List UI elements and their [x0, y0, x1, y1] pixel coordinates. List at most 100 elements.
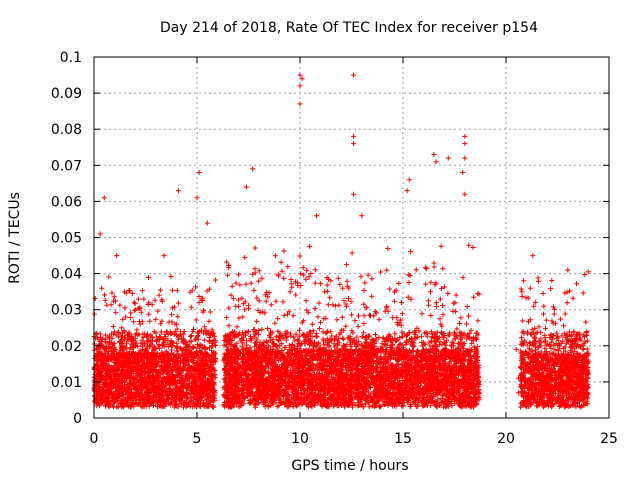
data-point: [426, 302, 432, 308]
data-point: [106, 340, 112, 346]
data-point: [119, 325, 125, 331]
data-point: [113, 310, 119, 316]
data-point: [110, 324, 116, 329]
data-point: [373, 332, 378, 337]
data-point: [191, 326, 196, 332]
data-point: [425, 298, 431, 304]
data-point: [122, 305, 128, 311]
data-point: [263, 338, 269, 344]
data-point: [148, 332, 154, 338]
data-point: [196, 329, 202, 334]
data-point: [174, 348, 180, 354]
data-point: [193, 284, 198, 290]
data-point: [175, 336, 181, 342]
data-point: [196, 299, 202, 305]
data-point: [120, 316, 126, 322]
data-point: [139, 288, 145, 294]
data-point: [132, 301, 138, 307]
data-point: [236, 272, 242, 278]
data-point: [307, 243, 313, 249]
data-points: [91, 72, 591, 410]
data-point: [146, 300, 152, 306]
data-point: [209, 327, 215, 333]
data-point: [242, 255, 248, 261]
data-point: [428, 313, 434, 318]
data-point: [457, 321, 463, 326]
data-point: [466, 242, 472, 248]
data-point: [438, 243, 444, 249]
data-point: [201, 337, 207, 343]
data-point: [369, 293, 375, 299]
data-point: [413, 267, 419, 273]
data-point: [471, 294, 477, 300]
data-point: [207, 309, 213, 315]
data-point: [188, 334, 193, 340]
data-point: [226, 323, 232, 329]
data-point: [349, 312, 355, 318]
data-point: [111, 294, 117, 300]
data-point: [356, 313, 362, 319]
data-point: [363, 304, 369, 310]
data-point: [224, 315, 230, 321]
data-point: [316, 300, 322, 306]
data-point: [140, 334, 146, 340]
chart-title: Day 214 of 2018, Rate Of TEC Index for r…: [160, 20, 538, 36]
data-point: [385, 246, 391, 251]
data-point: [206, 318, 212, 324]
data-point: [387, 286, 393, 292]
data-point: [437, 316, 443, 322]
data-point: [139, 337, 145, 343]
data-point: [169, 319, 175, 325]
data-point: [131, 299, 137, 305]
data-point: [322, 289, 328, 295]
data-point: [384, 267, 390, 273]
data-point: [281, 312, 287, 318]
data-point: [345, 296, 351, 301]
data-point: [158, 321, 164, 327]
data-point: [192, 337, 198, 343]
data-point: [138, 374, 144, 380]
data-point: [440, 266, 446, 272]
data-point: [131, 319, 137, 325]
data-point: [327, 295, 333, 301]
data-point: [172, 304, 178, 310]
data-point: [169, 287, 175, 293]
data-point: [303, 298, 309, 304]
data-point: [280, 299, 286, 305]
data-point: [310, 328, 316, 334]
data-point: [259, 326, 265, 332]
data-point: [207, 345, 212, 351]
data-point: [127, 288, 133, 294]
data-point: [189, 287, 195, 293]
data-point: [102, 292, 107, 298]
data-point: [138, 309, 144, 315]
data-point: [137, 321, 143, 327]
data-point: [153, 316, 159, 322]
data-point: [325, 302, 331, 308]
data-point: [159, 318, 165, 324]
data-point: [169, 344, 175, 350]
data-point: [369, 276, 375, 282]
data-point: [470, 245, 476, 250]
data-point: [312, 267, 318, 273]
data-point: [116, 329, 122, 335]
data-point: [325, 288, 331, 294]
data-point: [135, 296, 141, 302]
data-point: [361, 321, 367, 326]
data-point: [128, 310, 134, 316]
data-point: [428, 289, 433, 295]
data-point: [108, 302, 114, 308]
data-point: [151, 403, 157, 408]
data-point: [174, 321, 180, 327]
data-point: [440, 303, 446, 308]
data-point: [428, 279, 434, 285]
data-point: [204, 288, 210, 294]
data-point: [145, 338, 151, 344]
data-point: [297, 327, 302, 333]
data-point: [275, 316, 281, 321]
data-point: [212, 277, 218, 283]
data-point: [169, 305, 175, 311]
data-point: [406, 280, 412, 285]
data-point: [181, 329, 187, 334]
